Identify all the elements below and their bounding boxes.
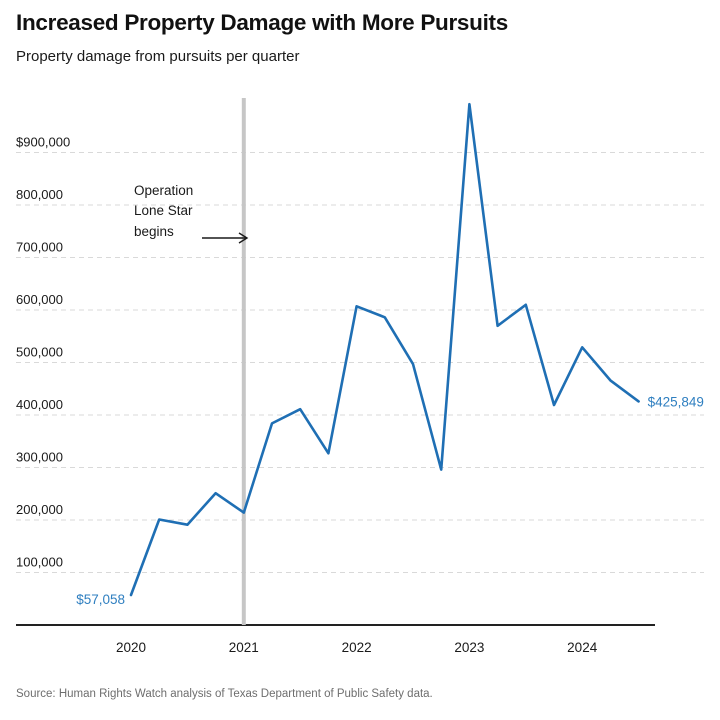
annotation-operation-lone-star: Operation Lone Star begins (134, 183, 249, 244)
page-title: Increased Property Damage with More Purs… (16, 10, 508, 35)
annotation-line-1: Operation (134, 183, 193, 198)
y-axis-tick-label: 600,000 (16, 292, 63, 307)
y-axis-tick-label: $900,000 (16, 135, 70, 150)
x-axis-tick-label: 2022 (342, 640, 372, 655)
x-axis-tick-label: 2023 (454, 640, 484, 655)
x-axis-tick-label: 2024 (567, 640, 598, 655)
source-note: Source: Human Rights Watch analysis of T… (16, 688, 433, 700)
annotation-line-2: Lone Star (134, 203, 193, 218)
x-axis-tick-labels: 2020 2021 2022 2023 2024 (116, 640, 598, 655)
y-axis-tick-label: 300,000 (16, 450, 63, 465)
y-axis-tick-labels: $900,000 800,000 700,000 600,000 500,000 400,… (16, 135, 70, 570)
first-point-label: $57,058 (76, 592, 125, 607)
y-axis-tick-label: 400,000 (16, 397, 63, 412)
y-axis-tick-label: 500,000 (16, 345, 63, 360)
y-axis-tick-label: 100,000 (16, 555, 63, 570)
data-series-line (129, 102, 640, 597)
x-axis-tick-label: 2020 (116, 640, 146, 655)
last-point-label: $425,849 (648, 394, 704, 409)
y-axis-tick-label: 200,000 (16, 502, 63, 517)
y-axis-tick-label: 700,000 (16, 240, 63, 255)
gridlines (16, 152, 704, 573)
y-axis-tick-label: 800,000 (16, 187, 63, 202)
annotation-line-3: begins (134, 224, 174, 239)
arrow-right-icon (202, 232, 249, 244)
x-axis-tick-label: 2021 (229, 640, 259, 655)
page-subtitle: Property damage from pursuits per quarte… (16, 48, 300, 65)
